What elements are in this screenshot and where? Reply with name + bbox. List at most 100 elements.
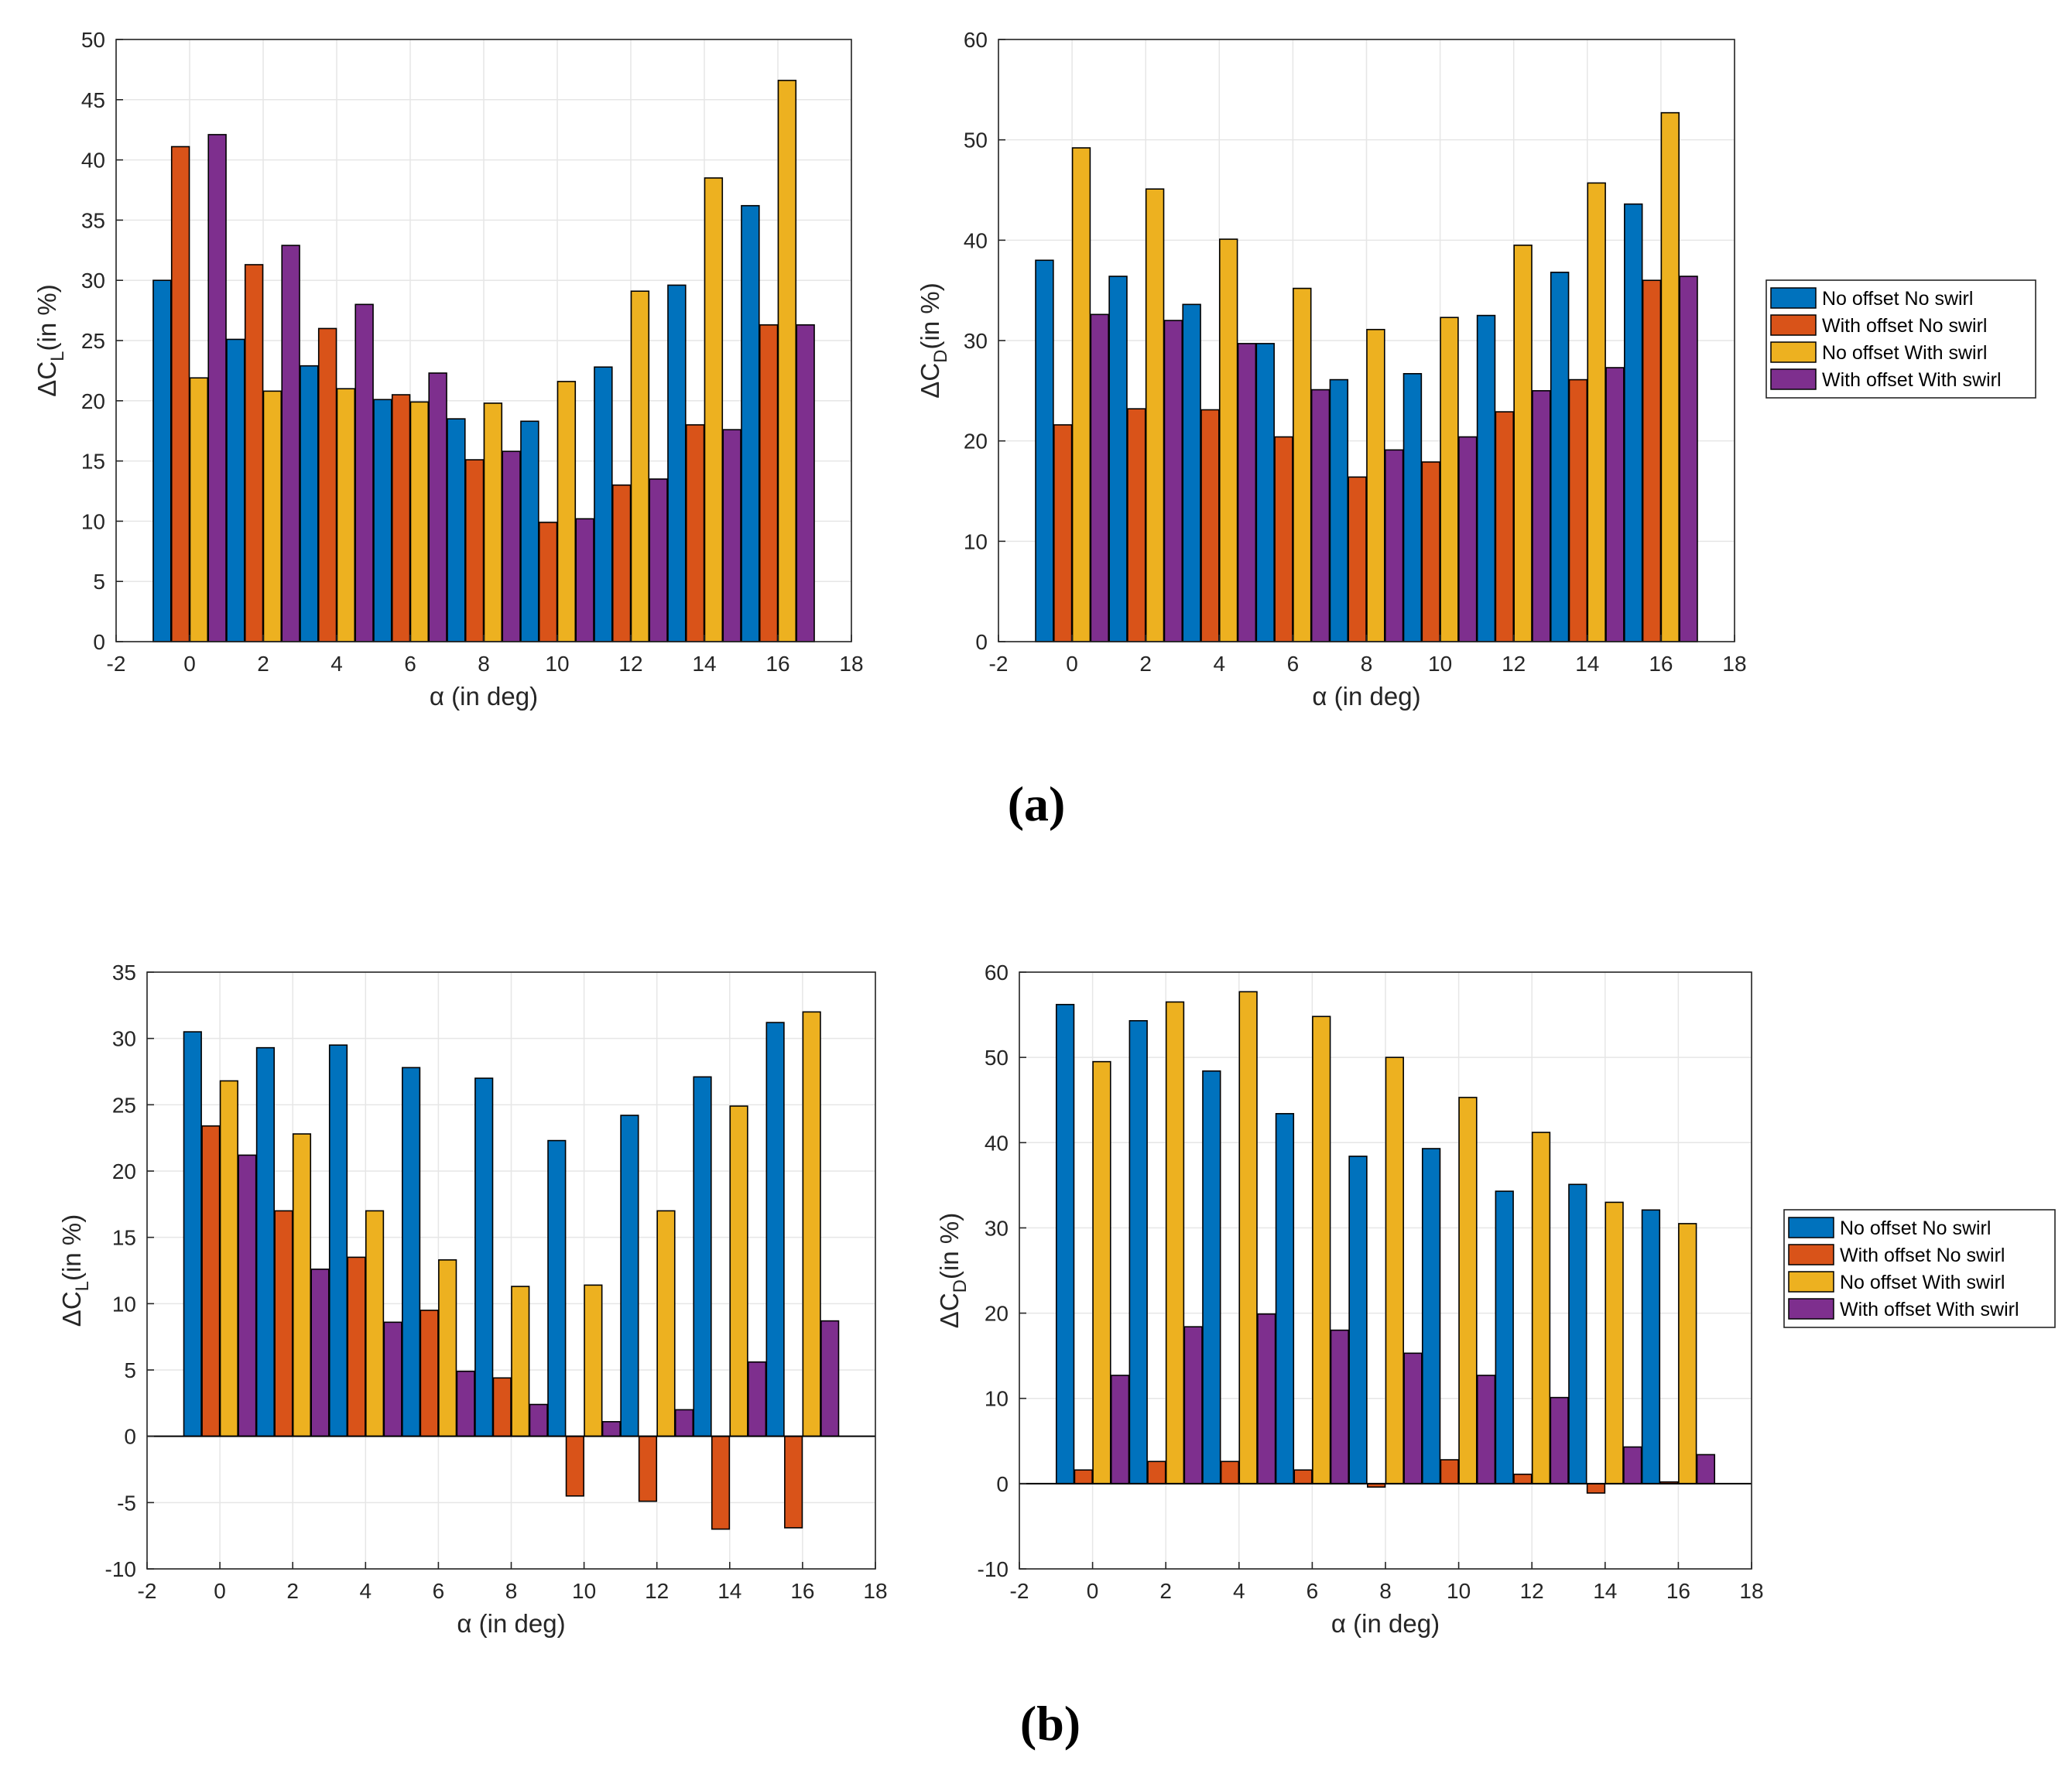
x-tick-label: 4 bbox=[1233, 1579, 1245, 1603]
x-tick-label: 6 bbox=[1307, 1579, 1319, 1603]
bar-s3-a0 bbox=[219, 1080, 238, 1437]
bar-s1-a10 bbox=[1402, 372, 1423, 642]
bar-s1-a12 bbox=[620, 1115, 639, 1437]
bar-s1-a6 bbox=[373, 399, 392, 642]
x-tick-label: 14 bbox=[1593, 1579, 1617, 1603]
y-tick-label: 10 bbox=[81, 509, 105, 533]
bar-s2-a10 bbox=[1421, 461, 1440, 642]
x-tick-label: 12 bbox=[1520, 1579, 1544, 1603]
x-tick-label: 8 bbox=[1379, 1579, 1392, 1603]
y-tick-label: 35 bbox=[112, 961, 136, 985]
bar-s2-a12 bbox=[638, 1435, 658, 1502]
y-tick-label: 30 bbox=[964, 329, 988, 353]
y-tick-label: 20 bbox=[112, 1159, 136, 1183]
bar-s1-a4 bbox=[1182, 303, 1201, 642]
bar-s4-a2 bbox=[310, 1268, 330, 1437]
y-tick-label: 60 bbox=[985, 961, 1009, 985]
x-tick-label: 10 bbox=[1428, 652, 1452, 676]
bar-s1-a14 bbox=[667, 284, 687, 642]
bar-s2-a2 bbox=[1147, 1461, 1166, 1485]
legend-label-1: No offset No swirl bbox=[1822, 288, 1973, 310]
y-axis-label: ΔCL(in %) bbox=[57, 1214, 93, 1327]
bar-s4-a16 bbox=[796, 324, 815, 642]
bar-s4-a0 bbox=[1110, 1375, 1130, 1485]
y-tick-label: 10 bbox=[112, 1292, 136, 1316]
y-tick-label: 15 bbox=[81, 450, 105, 474]
y-tick-label: 25 bbox=[81, 329, 105, 353]
y-tick-label: 15 bbox=[112, 1226, 136, 1250]
y-axis-label: ΔCD(in %) bbox=[935, 1213, 971, 1328]
bar-s3-a14 bbox=[1587, 182, 1606, 642]
bar-s3-a12 bbox=[1531, 1132, 1551, 1485]
chart-b-drag: -2 0 2 4 6 8 10 12 14 16 18 -10 0 10 20 30 40 50 60 α (in d… bbox=[935, 961, 2056, 1638]
bar-s4-a14 bbox=[1623, 1446, 1642, 1485]
legend-swatch-1 bbox=[1770, 287, 1817, 309]
bar-s1-a8 bbox=[447, 418, 466, 642]
bar-s4-a2 bbox=[281, 245, 300, 642]
bar-s1-a0 bbox=[152, 279, 172, 642]
bar-s4-a12 bbox=[1532, 390, 1551, 642]
bar-s1-a10 bbox=[1421, 1148, 1441, 1485]
bar-s3-a16 bbox=[1660, 111, 1680, 642]
bar-s1-a6 bbox=[402, 1067, 421, 1437]
y-tick-label: -10 bbox=[978, 1557, 1009, 1581]
bar-s2-a10 bbox=[565, 1435, 584, 1497]
bar-s3-a2 bbox=[292, 1133, 312, 1437]
bar-s3-a10 bbox=[557, 381, 577, 642]
y-tick-label: 40 bbox=[964, 228, 988, 252]
x-tick-label: 4 bbox=[330, 652, 343, 676]
x-tick-label: 8 bbox=[478, 652, 490, 676]
bar-s3-a14 bbox=[729, 1105, 748, 1437]
bar-s3-a2 bbox=[1165, 1001, 1185, 1485]
y-tick-label: 50 bbox=[81, 28, 105, 52]
x-tick-label: 10 bbox=[1447, 1579, 1471, 1603]
y-tick-label: 30 bbox=[81, 269, 105, 293]
y-tick-label: 50 bbox=[964, 128, 988, 152]
bar-s3-a16 bbox=[1678, 1223, 1697, 1485]
bar-s2-a4 bbox=[1200, 409, 1220, 642]
panel-label-a: (a) bbox=[1008, 776, 1066, 831]
bar-s2-a16 bbox=[1642, 279, 1662, 642]
bar-s1-a16 bbox=[765, 1022, 785, 1437]
y-axis-label: ΔCL(in %) bbox=[33, 284, 68, 396]
y-tick-label: 0 bbox=[93, 630, 105, 654]
bar-s4-a12 bbox=[674, 1409, 694, 1437]
bar-s2-a8 bbox=[1348, 476, 1367, 642]
bar-s2-a14 bbox=[711, 1435, 731, 1530]
bar-s1-a14 bbox=[1568, 1183, 1587, 1485]
bar-s1-a4 bbox=[300, 365, 319, 642]
y-tick-label: 5 bbox=[124, 1358, 136, 1382]
bar-s1-a14 bbox=[1550, 272, 1570, 642]
legend-swatch-3 bbox=[1788, 1271, 1834, 1293]
bar-s2-a0 bbox=[1074, 1469, 1093, 1485]
bar-s2-a6 bbox=[420, 1310, 439, 1437]
x-tick-label: 14 bbox=[717, 1579, 741, 1603]
x-tick-label: 12 bbox=[1502, 652, 1526, 676]
bar-s3-a10 bbox=[1458, 1097, 1478, 1485]
x-tick-label: 12 bbox=[618, 652, 642, 676]
bar-s2-a6 bbox=[391, 394, 411, 642]
bar-s1-a16 bbox=[1641, 1209, 1661, 1485]
bar-s2-a16 bbox=[784, 1435, 803, 1529]
x-tick-label: 14 bbox=[1575, 652, 1599, 676]
y-tick-label: 40 bbox=[985, 1131, 1009, 1155]
x-tick-label: 6 bbox=[433, 1579, 445, 1603]
bar-s4-a16 bbox=[820, 1320, 840, 1437]
bar-s2-a8 bbox=[492, 1377, 512, 1437]
x-tick-label: 0 bbox=[1087, 1579, 1099, 1603]
bar-s1-a16 bbox=[741, 204, 760, 642]
bar-s4-a10 bbox=[1458, 436, 1478, 642]
bar-s4-a2 bbox=[1183, 1326, 1203, 1485]
bar-s4-a16 bbox=[1696, 1454, 1716, 1485]
bar-s2-a14 bbox=[1568, 378, 1588, 642]
bar-s1-a10 bbox=[520, 420, 539, 642]
x-tick-label: 16 bbox=[1649, 652, 1673, 676]
bar-s3-a12 bbox=[656, 1210, 676, 1437]
x-tick-label: 10 bbox=[545, 652, 569, 676]
x-tick-label: 0 bbox=[1066, 652, 1078, 676]
bar-s1-a10 bbox=[547, 1139, 567, 1437]
bar-s4-a6 bbox=[1310, 389, 1331, 642]
x-tick-label: 12 bbox=[645, 1579, 669, 1603]
x-tick-label: 16 bbox=[765, 652, 789, 676]
